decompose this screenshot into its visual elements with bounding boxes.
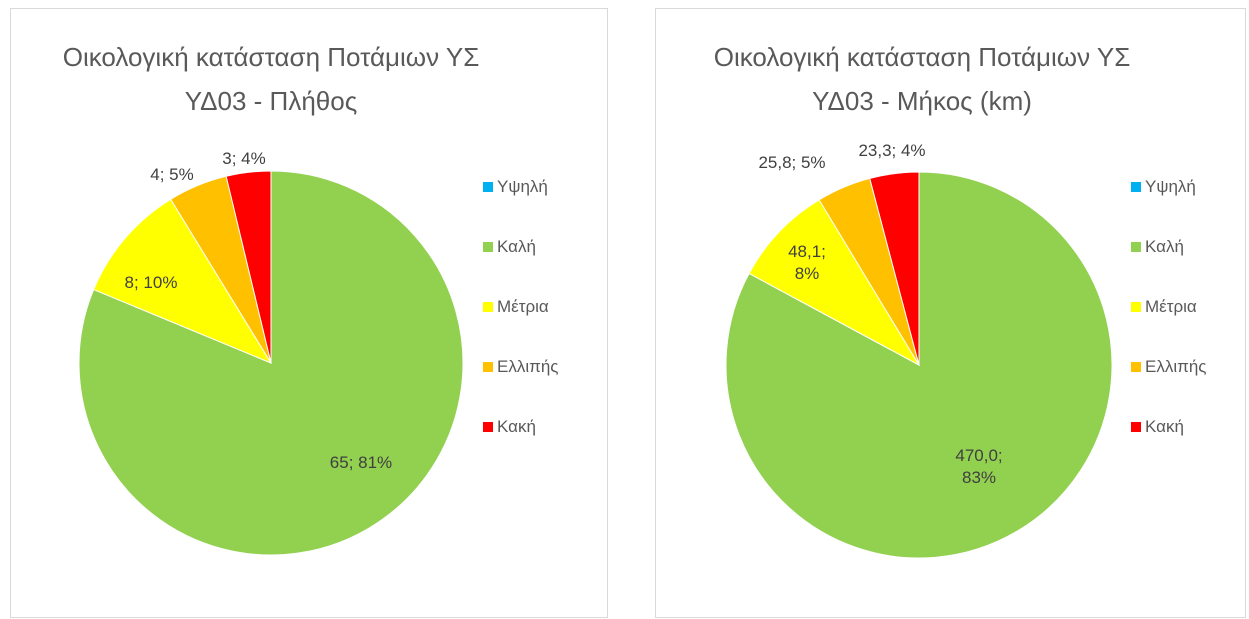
legend-item: Μέτρια — [1131, 297, 1197, 317]
legend-swatch — [483, 302, 493, 312]
legend-item: Ελλιπής — [483, 357, 559, 377]
pie-slice — [225, 170, 272, 364]
pie-plot — [725, 171, 1113, 559]
legend-swatch — [483, 182, 493, 192]
legend-label: Ελλιπής — [1145, 357, 1207, 376]
pie-plot — [78, 170, 464, 556]
legend-swatch — [1131, 362, 1141, 372]
legend-item: Κακή — [483, 417, 536, 437]
data-label: 8; 10% — [124, 273, 178, 292]
legend-swatch — [483, 242, 493, 252]
legend-label: Καλή — [1145, 237, 1184, 256]
legend-swatch — [1131, 242, 1141, 252]
chart-panel: Οικολογική κατάσταση Ποτάμιων ΥΣ ΥΔ03 - … — [655, 8, 1246, 618]
legend-label: Κακή — [497, 417, 536, 436]
legend-label: Μέτρια — [497, 297, 549, 316]
legend-item: Κακή — [1131, 417, 1184, 437]
legend-item: Υψηλή — [483, 177, 548, 197]
legend-label: Ελλιπής — [497, 357, 559, 376]
legend-swatch — [1131, 422, 1141, 432]
data-label: 25,8; 5% — [758, 153, 826, 172]
legend-item: Ελλιπής — [1131, 357, 1207, 377]
data-label: 23,3; 4% — [858, 141, 926, 160]
chart-title: Οικολογική κατάσταση Ποτάμιων ΥΣ ΥΔ03 - … — [62, 42, 480, 116]
legend-item: Υψηλή — [1131, 177, 1196, 197]
pie-slice — [748, 199, 921, 367]
legend-label: Κακή — [1145, 417, 1184, 436]
data-label: 470,0; 83% — [955, 446, 1003, 487]
legend-swatch — [483, 422, 493, 432]
chart-title: Οικολογική κατάσταση Ποτάμιων ΥΣ ΥΔ03 - … — [713, 42, 1131, 116]
pie-slice — [92, 198, 273, 365]
legend-item: Καλή — [1131, 237, 1184, 257]
legend-item: Μέτρια — [483, 297, 549, 317]
legend-label: Υψηλή — [1145, 177, 1196, 196]
pie-slice — [869, 171, 920, 366]
legend-label: Μέτρια — [1145, 297, 1197, 316]
legend-label: Καλή — [497, 237, 536, 256]
legend-swatch — [483, 362, 493, 372]
data-label: 48,1; 8% — [788, 242, 826, 283]
data-label: 65; 81% — [329, 453, 393, 472]
legend-label: Υψηλή — [497, 177, 548, 196]
data-label: 3; 4% — [222, 149, 266, 168]
data-label: 4; 5% — [150, 165, 194, 184]
legend-swatch — [1131, 182, 1141, 192]
chart-panel: Οικολογική κατάσταση Ποτάμιων ΥΣ ΥΔ03 - … — [10, 8, 608, 618]
legend-swatch — [1131, 302, 1141, 312]
legend-item: Καλή — [483, 237, 536, 257]
